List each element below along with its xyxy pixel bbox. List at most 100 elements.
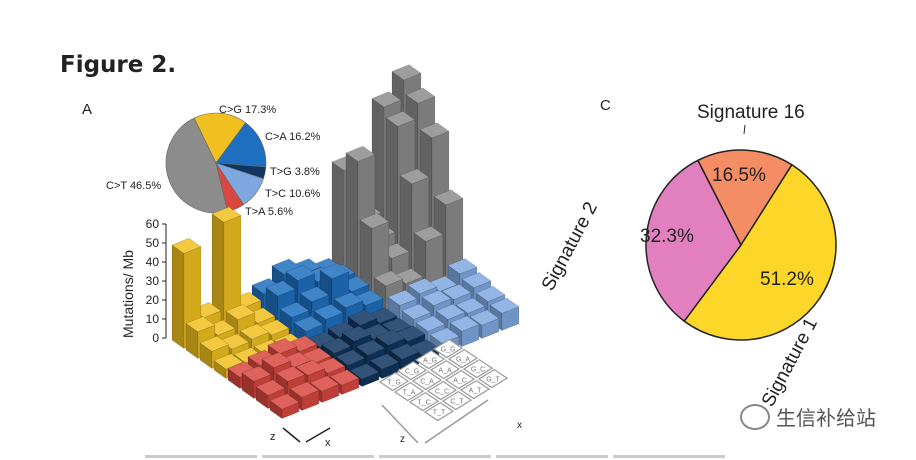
bar-top-face [293,315,324,332]
bar-top-face [269,393,300,410]
pie-slice-c-a [215,122,267,168]
bar-top-face [171,237,202,254]
context-cell: C_C [426,380,458,401]
context-cell: A_C [444,369,476,390]
y-tick-label: 40 [146,255,160,269]
bar-top-face [275,365,306,382]
x2-axis-label: x [517,420,522,431]
bar-top-face [241,365,272,382]
pie-chart-c [645,149,837,341]
bottom-strip [613,455,725,458]
context-grid: G_G A_G C_G T_G G_A A_A C_A T_A G_C A_C C_C T_C G_TA… [378,338,509,422]
context-label: T_C [417,400,430,407]
bottom-strip [496,455,608,458]
context-tile [408,391,440,412]
bar-top-face [399,168,430,185]
bar-top-face [405,87,436,104]
context-tile [429,359,461,380]
context-label: G_C [471,367,485,374]
pie-label-cg: C>G 17.3% [219,104,276,116]
bar-top-face [289,381,320,398]
bar-top-face [449,315,480,332]
context-label: A_C [453,378,467,385]
bar-top-face [387,289,418,306]
watermark-text: 生信补给站 [776,408,876,430]
bar-top-face [279,301,310,318]
bar-top-face [413,225,444,242]
context-label: G_T [486,377,500,384]
pie-c-name-2: Signature 2 [538,199,602,295]
bottom-strip [145,455,257,458]
bar-top-face [389,343,420,360]
bar-top-face [359,212,390,229]
pie-label-tc: T>C 10.6% [265,188,321,200]
context-label: C_T [450,399,464,406]
bar-top-face [421,290,452,306]
pie-c-tick-16 [743,124,746,135]
context-cell: G_A [447,348,479,369]
bar-top-face [265,280,296,297]
bar-top-face [391,64,422,81]
bar-top-face [333,292,364,308]
bar-T-to-C [449,315,480,347]
bar-top-face [369,353,400,370]
context-tile [411,370,443,391]
pie-c-value-16: 16.5% [712,165,766,186]
bar-top-face [299,286,330,303]
bar-top-face [225,304,256,320]
bar-top-face [489,297,520,314]
bar-top-face [211,206,242,223]
bar-top-face [401,303,432,320]
context-tile [447,348,479,369]
pie-slice-signature-16 [696,149,793,247]
context-label: T_T [433,410,446,417]
bar-top-face [295,359,326,376]
context-label: C_C [435,389,449,396]
context-tile [426,380,458,401]
bar-top-face [475,285,506,302]
bar-top-face [285,264,316,281]
x2-axis-line [424,399,489,444]
pie-c-name-16: Signature 16 [697,102,805,123]
bar-top-face [185,316,216,333]
context-label: A_A [438,368,452,375]
context-tile [393,381,425,402]
bar-top-face [329,369,360,386]
lego-plot [171,64,520,419]
context-tile [378,371,410,392]
bar-top-face [407,278,438,294]
bar-top-face [345,145,376,162]
context-cell: C_A [411,370,443,391]
bottom-strip [379,455,491,458]
bar-top-face [373,270,404,287]
pie-slice-c-g [193,112,247,164]
bar-top-face [261,352,292,368]
z-axis-label: z [270,431,276,443]
context-tile [444,369,476,390]
context-tile [423,401,455,422]
context-tile [477,368,509,389]
x-axis-line [305,427,331,443]
bar-top-face [415,315,446,332]
y-tick-label: 60 [146,217,160,231]
pie-slice-signature-2 [645,159,742,323]
context-label: T_A [403,390,416,397]
bar-top-face [385,110,416,127]
pie-slice-signature-1 [683,163,837,341]
bar-top-face [419,122,450,139]
bar-top-face [355,339,386,356]
context-tile [414,349,446,370]
context-cell: G_G [432,338,464,359]
context-cell: A_T [459,379,491,400]
bar-top-face [341,325,372,342]
context-label: C_G [405,369,419,376]
bar-top-face [461,272,492,288]
context-cell: C_G [396,360,428,381]
context-label: C_A [420,379,434,386]
bar-top-face [309,375,340,392]
bar-top-face [371,91,402,108]
context-label: A_T [469,388,483,395]
bar-top-face [447,258,478,275]
y-tick-label: 30 [146,274,160,288]
bar-top-face [469,309,500,326]
